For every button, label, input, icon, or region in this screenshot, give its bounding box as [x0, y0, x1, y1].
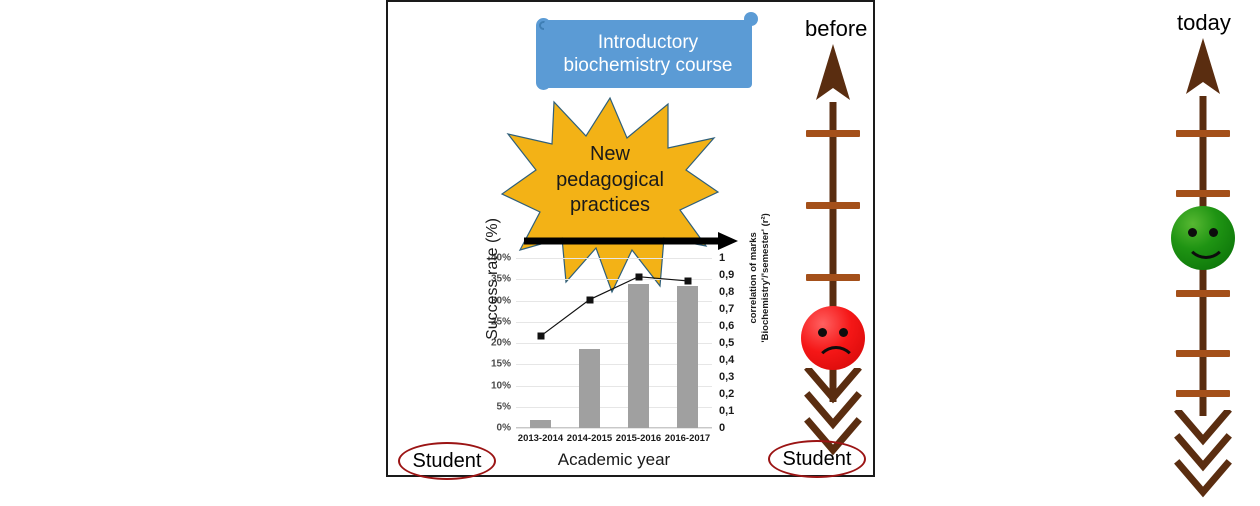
chart-bar [579, 349, 600, 428]
chart-y-tick: 0% [496, 422, 511, 434]
chart-bar [677, 285, 698, 428]
chart-x-axis [516, 427, 712, 428]
arrow-crossbar-3 [1176, 290, 1230, 297]
chart-y-tick: 20% [490, 337, 511, 349]
graphical-abstract: before today [386, 0, 1235, 498]
chart-y2-axis-title: correlation of marks 'Biochemistry'/'sem… [748, 213, 771, 343]
chart-y-tick: 15% [490, 358, 511, 370]
student-text: Student [412, 449, 482, 472]
chart-line-marker [537, 332, 544, 340]
banner-line-1: Introductory [597, 31, 699, 53]
burst-line-2: pedagogical [556, 168, 664, 191]
course-banner-body: Introductory biochemistry course [544, 20, 752, 88]
chart-gridline [516, 364, 712, 366]
eye-left [1188, 228, 1197, 237]
arrow-shaft [829, 102, 837, 402]
chart-y2-tick: 1 [719, 252, 726, 264]
arrow-crossbar-1 [806, 130, 860, 137]
burst-text: New pedagogical practices [500, 142, 720, 219]
arrow-crossbar-2 [1176, 190, 1230, 197]
chart-y2-tick: 0,1 [719, 405, 735, 417]
chart-gridline [516, 385, 712, 387]
arrow-crossbar-1 [1176, 130, 1230, 137]
chart-y2-tick: 0,5 [719, 337, 735, 349]
chart-x-tick: 2014-2015 [566, 433, 613, 444]
figure-frame: before today [386, 0, 1235, 498]
chart-y-tick: 25% [490, 316, 511, 328]
chart-line-series [540, 276, 688, 337]
chart-line-marker [684, 277, 691, 285]
chart-y-tick: 30% [490, 295, 511, 306]
chart-bar [530, 419, 551, 428]
chart-bar [628, 284, 649, 428]
arrow-crossbar-2 [806, 202, 860, 209]
chart-line-marker [635, 273, 642, 281]
chart-y-tick: 35% [490, 273, 511, 285]
chart-y2-tick: 0,9 [719, 269, 735, 281]
eye-left [818, 328, 827, 337]
chart-gridline [516, 321, 712, 323]
arrow-crossbar-4 [1176, 350, 1230, 357]
caption-before: before [805, 16, 868, 41]
burst-line-1: New [589, 143, 630, 165]
arrowhead-icon [1186, 38, 1220, 94]
chart-line-marker [586, 296, 593, 304]
chart-y2-tick: 0 [719, 422, 726, 434]
chart-x-axis-title: Academic year [557, 450, 671, 469]
chart-y-tick: 10% [490, 380, 511, 391]
caption-today: today [1177, 10, 1231, 35]
course-banner: Introductory biochemistry course [530, 8, 760, 100]
student-label-today: Student [768, 440, 866, 478]
chart-gridline [516, 428, 712, 429]
starburst-icon [500, 96, 720, 294]
happy-face-icon [1171, 206, 1235, 270]
frown-mouth [815, 346, 857, 367]
chart-plot-area: 0% 5% 10% 15% 20% 25% 30% 35% 40% 0 0,1 0,2 0,3 0,4 0,… [491, 252, 734, 444]
chart-y2-tick: 0,3 [719, 371, 735, 383]
chart-y-tick: 40% [490, 252, 511, 264]
chart-x-tick: 2016-2017 [664, 433, 711, 444]
chart-y2-tick: 0,6 [719, 320, 735, 332]
success-rate-chart: 0% 5% 10% 15% 20% 25% 30% 35% 40% 0 0,1 0,2 0,3 0,4 0,… [464, 213, 794, 478]
chart-y2-tick: 0,8 [719, 286, 735, 298]
chart-y2-tick: 0,2 [719, 388, 735, 400]
arrow-crossbar-5 [1176, 390, 1230, 397]
sad-face-icon [801, 306, 865, 370]
chart-gridline [516, 258, 712, 259]
chart-y2-tick: 0,7 [719, 303, 735, 315]
today-arrow [1153, 38, 1253, 498]
transition-arrow-icon [524, 232, 738, 250]
chart-x-tick: 2013-2014 [517, 433, 564, 444]
student-text: Student [782, 447, 852, 470]
chart-gridline [516, 279, 712, 281]
burst-line-3: practices [569, 194, 651, 217]
arrowhead-icon [816, 44, 850, 100]
before-arrow [783, 44, 883, 464]
chart-gridline [516, 343, 712, 344]
arrow-crossbar-3 [806, 274, 860, 281]
chart-gridline [516, 300, 712, 302]
arrow-fletching-icon [1174, 410, 1232, 498]
eye-right [839, 328, 848, 337]
chart-y-axis-title: Success rate (%) [484, 218, 501, 340]
chart-x-tick: 2015-2016 [615, 433, 662, 444]
eye-right [1209, 228, 1218, 237]
banner-line-2: biochemistry course [563, 55, 733, 76]
chart-y2-tick: 0,4 [719, 354, 735, 366]
new-practices-burst: New pedagogical practices [500, 94, 720, 294]
chart-y-tick: 5% [496, 401, 511, 413]
smile-mouth [1185, 238, 1227, 259]
chart-gridline [516, 406, 712, 408]
